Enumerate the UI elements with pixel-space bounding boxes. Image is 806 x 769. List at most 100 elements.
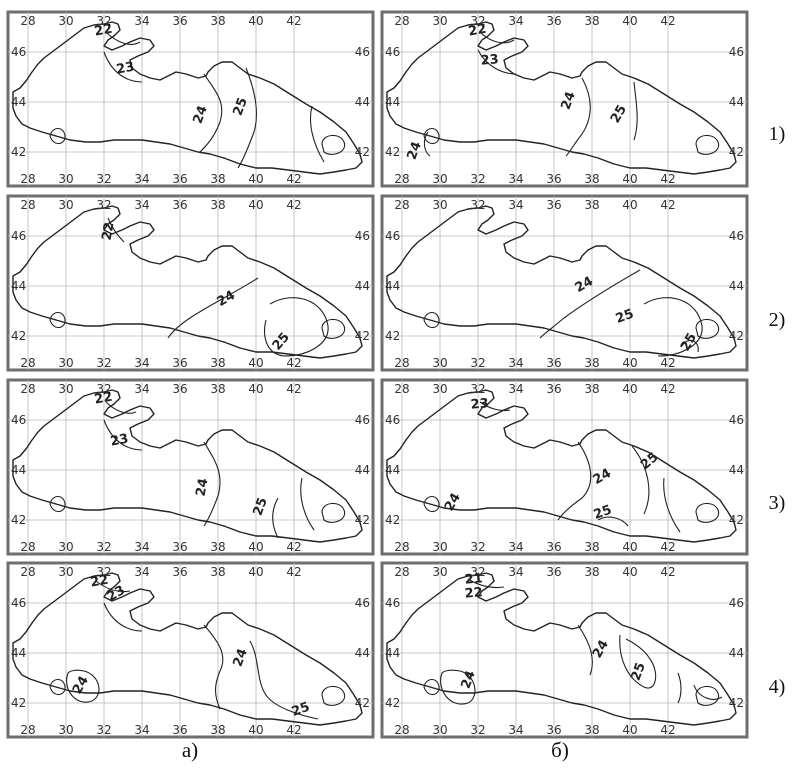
row-label: 3) <box>769 492 786 514</box>
isotherm-label: 22 <box>93 390 113 408</box>
panel-frame <box>6 10 375 188</box>
x-tick-label-bottom: 34 <box>508 356 523 370</box>
panel-frame <box>6 194 375 372</box>
x-tick-label-top: 30 <box>58 382 73 396</box>
y-tick-label-left: 46 <box>11 596 26 610</box>
x-tick-label-bottom: 34 <box>508 540 523 554</box>
x-tick-label-bottom: 30 <box>432 723 447 737</box>
x-tick-label-top: 40 <box>622 382 637 396</box>
x-tick-label-bottom: 34 <box>134 540 149 554</box>
x-tick-label-top: 32 <box>96 565 111 579</box>
map-panel-3a: 28 28 30 30 32 32 34 34 36 36 38 38 40 40 42 42 46 46 44 44… <box>6 378 375 556</box>
isoline-closed <box>423 678 440 696</box>
isotherm-label: 22 <box>464 585 483 602</box>
x-tick-label-bottom: 34 <box>134 723 149 737</box>
x-tick-label-top: 40 <box>248 14 263 28</box>
x-tick-label-top: 42 <box>286 14 301 28</box>
isoline-closed <box>321 318 346 339</box>
isoline-closed <box>321 502 346 523</box>
x-tick-label-bottom: 32 <box>470 172 485 186</box>
y-tick-label-right: 44 <box>355 279 370 293</box>
x-tick-label-bottom: 38 <box>584 356 599 370</box>
isotherm-label: 21 <box>464 571 483 588</box>
isotherm-line <box>677 672 682 704</box>
x-tick-label-bottom: 36 <box>172 356 187 370</box>
y-tick-label-left: 44 <box>11 279 26 293</box>
x-tick-label-bottom: 38 <box>210 540 225 554</box>
isoline-closed <box>423 311 440 329</box>
x-tick-label-top: 40 <box>622 565 637 579</box>
isotherm-line <box>237 67 257 169</box>
x-tick-label-top: 28 <box>394 14 409 28</box>
coastline <box>12 21 363 175</box>
map-panel-1a: 28 28 30 30 32 32 34 34 36 36 38 38 40 40 42 42 46 46 44 44… <box>6 10 375 188</box>
y-tick-label-left: 46 <box>11 413 26 427</box>
isotherm-line <box>203 441 221 527</box>
isoline-closed <box>321 134 346 155</box>
isotherm-line <box>103 419 143 451</box>
y-tick-label-left: 42 <box>11 329 26 343</box>
isotherm-line <box>105 31 141 45</box>
panel-frame <box>6 378 375 556</box>
y-tick-label-left: 42 <box>385 513 400 527</box>
x-tick-label-bottom: 42 <box>286 172 301 186</box>
y-tick-label-left: 42 <box>385 329 400 343</box>
y-tick-label-right: 44 <box>355 646 370 660</box>
x-tick-label-bottom: 36 <box>546 356 561 370</box>
row-label: 4) <box>769 676 786 698</box>
isotherm-line <box>107 217 125 243</box>
isoline-closed <box>321 685 346 706</box>
x-tick-label-top: 34 <box>134 198 149 212</box>
isotherm-line <box>577 624 593 676</box>
x-tick-label-bottom: 34 <box>134 172 149 186</box>
x-tick-label-top: 36 <box>546 198 561 212</box>
x-tick-label-bottom: 34 <box>508 723 523 737</box>
x-tick-label-top: 32 <box>470 14 485 28</box>
x-tick-label-top: 36 <box>546 14 561 28</box>
x-tick-label-top: 34 <box>134 14 149 28</box>
x-tick-label-top: 30 <box>432 14 447 28</box>
panel-frame <box>380 10 749 188</box>
x-tick-label-bottom: 32 <box>96 356 111 370</box>
isotherm-label: 25 <box>251 496 271 518</box>
x-tick-label-bottom: 28 <box>394 723 409 737</box>
x-tick-label-top: 38 <box>210 14 225 28</box>
isoline-closed <box>49 495 66 513</box>
y-tick-label-right: 42 <box>355 513 370 527</box>
y-tick-label-left: 44 <box>11 463 26 477</box>
x-tick-label-bottom: 28 <box>20 540 35 554</box>
isotherm-line <box>633 81 638 141</box>
isotherm-line <box>103 51 143 83</box>
x-tick-label-bottom: 42 <box>660 356 675 370</box>
x-tick-label-bottom: 38 <box>584 540 599 554</box>
y-tick-label-right: 42 <box>355 145 370 159</box>
x-tick-label-bottom: 36 <box>172 723 187 737</box>
isotherm-label: 23 <box>109 432 129 450</box>
x-tick-label-bottom: 42 <box>286 540 301 554</box>
x-tick-label-top: 40 <box>622 198 637 212</box>
x-tick-label-top: 36 <box>546 565 561 579</box>
y-tick-label-right: 44 <box>355 463 370 477</box>
y-tick-label-left: 42 <box>11 145 26 159</box>
x-tick-label-top: 32 <box>470 382 485 396</box>
isotherm-line <box>565 77 591 157</box>
x-tick-label-top: 28 <box>394 198 409 212</box>
isotherm-label: 24 <box>405 140 425 162</box>
y-tick-label-right: 46 <box>729 596 744 610</box>
isoline-closed <box>695 502 720 523</box>
x-tick-label-bottom: 30 <box>58 723 73 737</box>
x-tick-label-top: 30 <box>58 198 73 212</box>
y-tick-label-left: 46 <box>11 229 26 243</box>
x-tick-label-bottom: 32 <box>96 723 111 737</box>
isotherm-line <box>103 602 143 632</box>
x-tick-label-top: 38 <box>210 382 225 396</box>
x-tick-label-top: 34 <box>508 565 523 579</box>
isoline-closed <box>423 495 440 513</box>
x-tick-label-top: 38 <box>210 198 225 212</box>
y-tick-label-left: 44 <box>385 279 400 293</box>
y-tick-label-right: 42 <box>729 145 744 159</box>
coastline <box>386 572 737 726</box>
x-tick-label-bottom: 28 <box>394 540 409 554</box>
y-tick-label-left: 44 <box>385 95 400 109</box>
isotherm-label: 25 <box>614 307 636 327</box>
